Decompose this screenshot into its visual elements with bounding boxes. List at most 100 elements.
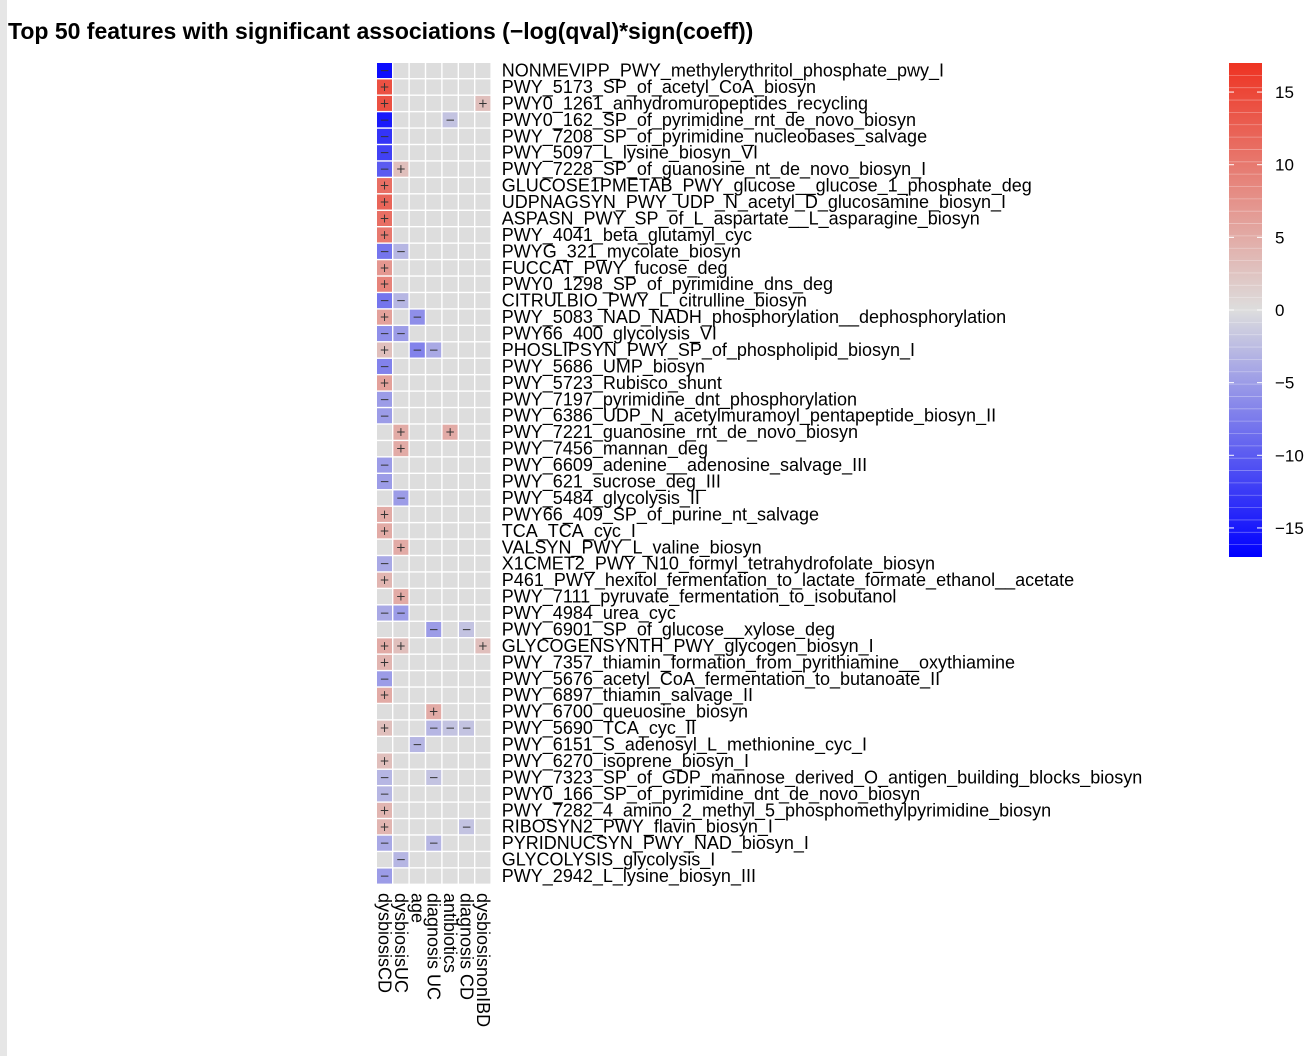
significance-mark: + [396, 425, 406, 439]
heatmap-cell [377, 819, 392, 835]
heatmap-cell [475, 178, 491, 194]
row-label: PWY_7323_SP_of_GDP_mannose_derived_O_ant… [502, 767, 1142, 788]
heatmap-cell [409, 457, 425, 473]
heatmap-cell [426, 260, 442, 276]
heatmap-cell [409, 737, 425, 753]
heatmap-cell [426, 95, 442, 111]
heatmap-cell [426, 474, 442, 490]
heatmap-cell [442, 556, 458, 572]
heatmap-cell [409, 556, 425, 572]
heatmap-cell [409, 539, 425, 555]
heatmap-cell [393, 868, 409, 884]
heatmap-cell [409, 375, 425, 391]
column-label: dysbiosisnonIBD [473, 893, 493, 1027]
heatmap-cell [377, 309, 392, 325]
significance-mark: + [478, 639, 488, 653]
heatmap-cell [442, 194, 458, 210]
significance-mark: + [379, 310, 389, 324]
heatmap-cell [409, 605, 425, 621]
heatmap-cell [426, 852, 442, 868]
significance-mark: + [379, 343, 389, 357]
heatmap-cell [393, 556, 409, 572]
heatmap-cell [393, 852, 409, 868]
heatmap-cell [426, 194, 442, 210]
significance-mark: + [379, 507, 389, 521]
heatmap-cell [426, 309, 442, 325]
heatmap-cell [393, 408, 409, 424]
heatmap-cell [475, 293, 491, 309]
column-label: dysbiosisUC [391, 893, 411, 993]
significance-mark: − [461, 622, 471, 636]
heatmap-cell [409, 572, 425, 588]
heatmap-cell [442, 490, 458, 506]
significance-mark: − [379, 392, 389, 406]
heatmap-cell [426, 720, 442, 736]
heatmap-cell [459, 786, 474, 802]
heatmap-cell [409, 227, 425, 243]
heatmap-cell [459, 145, 474, 161]
heatmap-cell [442, 802, 458, 818]
heatmap-cell [393, 671, 409, 687]
heatmap-cell [475, 194, 491, 210]
heatmap-cell [426, 457, 442, 473]
row-label: FUCCAT_PWY_fucose_deg [502, 258, 728, 279]
heatmap-cell [442, 63, 458, 79]
heatmap-cell [459, 441, 474, 457]
heatmap-cell [409, 210, 425, 226]
heatmap-cell [426, 621, 442, 637]
heatmap-cell [393, 819, 409, 835]
heatmap-cell [393, 112, 409, 128]
heatmap-cell [459, 342, 474, 358]
heatmap-cell [442, 835, 458, 851]
heatmap-cell [475, 720, 491, 736]
heatmap-cell [393, 490, 409, 506]
row-label: PWY_6609_adenine__adenosine_salvage_III [502, 455, 867, 476]
heatmap-cell [459, 737, 474, 753]
heatmap-cell [426, 490, 442, 506]
heatmap-cell [409, 293, 425, 309]
heatmap-cell [426, 835, 442, 851]
heatmap-cell [442, 786, 458, 802]
heatmap-cell [377, 737, 392, 753]
significance-mark: − [396, 853, 406, 867]
heatmap-cell [409, 490, 425, 506]
heatmap-cell [475, 161, 491, 177]
heatmap-cell [459, 112, 474, 128]
heatmap-cell [459, 326, 474, 342]
heatmap-cell [459, 276, 474, 292]
heatmap-cell [377, 638, 392, 654]
heatmap-cell [475, 819, 491, 835]
heatmap-cell [393, 342, 409, 358]
heatmap-cell [409, 523, 425, 539]
row-label: PWY0_162_SP_of_pyrimidine_rnt_de_novo_bi… [502, 110, 916, 131]
heatmap-cell [442, 506, 458, 522]
heatmap-cell [426, 391, 442, 407]
heatmap-cell [475, 260, 491, 276]
heatmap-cell [377, 671, 392, 687]
heatmap-cell [377, 408, 392, 424]
heatmap-cell [409, 819, 425, 835]
heatmap-cell [459, 605, 474, 621]
heatmap-cell [393, 391, 409, 407]
heatmap-cell [475, 753, 491, 769]
significance-mark: − [379, 162, 389, 176]
heatmap-cell [442, 293, 458, 309]
heatmap-cell [409, 63, 425, 79]
heatmap-cell [459, 128, 474, 144]
colorbar-tick-label: 15 [1275, 83, 1294, 102]
heatmap-cell [442, 769, 458, 785]
heatmap-cell [409, 95, 425, 111]
heatmap-cell [393, 457, 409, 473]
significance-mark: − [379, 359, 389, 373]
significance-mark: − [396, 294, 406, 308]
colorbar-tick-label: −5 [1275, 374, 1294, 393]
heatmap-cell [475, 589, 491, 605]
heatmap-cell [377, 852, 392, 868]
heatmap-cell [442, 128, 458, 144]
heatmap-cell [475, 638, 491, 654]
heatmap-cell [475, 654, 491, 670]
significance-mark: − [429, 836, 439, 850]
heatmap-cell [442, 210, 458, 226]
row-label: PWY_6700_queuosine_biosyn [502, 702, 748, 723]
heatmap-cell [459, 227, 474, 243]
